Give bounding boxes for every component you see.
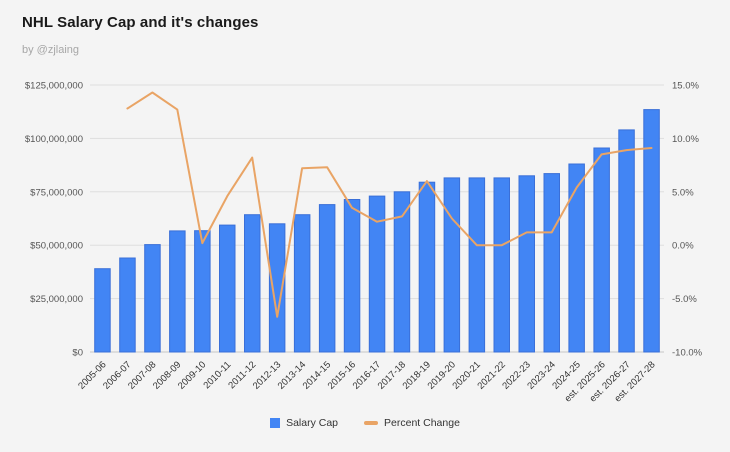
left-axis-tick: $0 <box>72 348 83 359</box>
salary-cap-bar <box>268 223 286 353</box>
right-axis-tick: 15.0% <box>672 81 699 92</box>
left-axis-tick: $100,000,000 <box>25 134 83 145</box>
salary-cap-bar <box>393 191 411 353</box>
left-axis-tick: $50,000,000 <box>30 241 83 252</box>
salary-cap-bar <box>518 175 535 353</box>
salary-cap-bar <box>194 230 211 353</box>
right-axis-tick: 5.0% <box>672 187 694 198</box>
salary-cap-bar <box>219 224 236 353</box>
right-axis-tick: -10.0% <box>672 348 703 359</box>
salary-cap-bar <box>418 181 436 353</box>
chart-subtitle: by @zjlaing <box>22 44 80 56</box>
salary-cap-bar <box>368 195 386 353</box>
salary-cap-swatch <box>270 418 281 428</box>
salary-cap-bar <box>643 109 660 353</box>
salary-cap-bar <box>593 147 610 353</box>
x-axis-labels: 2005-062006-072007-082008-092009-102010-… <box>76 359 657 404</box>
salary-cap-bar <box>568 163 585 353</box>
left-axis-tick: $125,000,000 <box>25 81 83 92</box>
salary-cap-bar <box>443 177 461 353</box>
salary-cap-bars <box>94 109 660 353</box>
salary-cap-bar <box>119 257 136 353</box>
legend-item-salary-cap: Salary Cap <box>270 417 338 429</box>
salary-cap-bar <box>244 214 261 353</box>
salary-cap-bar <box>94 268 111 353</box>
right-axis-labels: -10.0% -5.0% 0.0% 5.0% 10.0% 15.0% <box>672 81 703 359</box>
salary-cap-bar <box>318 204 336 353</box>
chart-title: NHL Salary Cap and it's changes <box>22 14 259 31</box>
percent-change-line <box>126 91 653 318</box>
salary-cap-bar <box>144 244 161 353</box>
legend-item-percent-change: Percent Change <box>364 417 460 429</box>
right-axis-tick: -5.0% <box>672 294 697 305</box>
percent-change-swatch <box>364 421 379 425</box>
salary-cap-bar <box>293 214 311 353</box>
right-axis-tick: 0.0% <box>672 241 694 252</box>
legend-label-salary-cap: Salary Cap <box>286 417 339 429</box>
salary-cap-bar <box>169 230 186 353</box>
left-axis-tick: $25,000,000 <box>30 294 83 305</box>
right-axis-tick: 10.0% <box>672 134 699 145</box>
left-axis-tick: $75,000,000 <box>30 187 83 198</box>
legend-label-percent-change: Percent Change <box>384 417 460 429</box>
salary-cap-bar <box>618 129 635 353</box>
salary-cap-bar <box>468 177 486 353</box>
left-axis-labels: $0 $25,000,000 $50,000,000 $75,000,000 $100,… <box>25 81 83 359</box>
chart-legend: Salary Cap Percent Change <box>0 417 730 429</box>
salary-cap-bar <box>343 199 361 353</box>
salary-cap-bar <box>493 177 510 353</box>
salary-cap-bar <box>543 173 560 353</box>
